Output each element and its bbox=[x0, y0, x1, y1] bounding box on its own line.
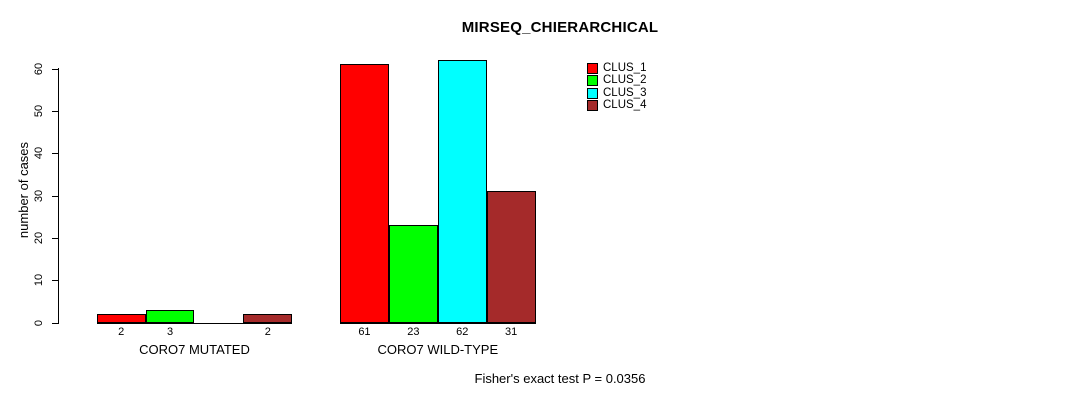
legend-label: CLUS_3 bbox=[603, 86, 647, 99]
y-axis-tick-label: 40 bbox=[32, 147, 45, 160]
y-axis-tick bbox=[52, 110, 58, 112]
bar-clus_4 bbox=[486, 191, 536, 324]
y-axis-tick-label: 50 bbox=[32, 104, 45, 117]
group-label: CORO7 MUTATED bbox=[139, 342, 250, 357]
y-axis-tick bbox=[52, 68, 58, 70]
chart-title: MIRSEQ_CHIERARCHICAL bbox=[461, 19, 659, 36]
bar-clus_1 bbox=[340, 64, 389, 324]
bar-value-label: 2 bbox=[118, 326, 125, 338]
y-axis-tick bbox=[52, 237, 58, 239]
y-axis-tick-label: 0 bbox=[32, 319, 45, 326]
bar-value-label: 2 bbox=[264, 326, 271, 338]
bar-value-label: 3 bbox=[166, 326, 174, 338]
legend-swatch-icon bbox=[587, 75, 598, 87]
legend-swatch-icon bbox=[587, 100, 598, 112]
statistical-test-note: Fisher's exact test P = 0.0356 bbox=[474, 371, 646, 386]
bar-value-label: 62 bbox=[456, 326, 469, 338]
bar-value-label: 61 bbox=[358, 326, 371, 338]
group-baseline bbox=[96, 322, 293, 324]
legend-label: CLUS_2 bbox=[603, 74, 647, 87]
bar-value-label: 31 bbox=[505, 326, 518, 338]
y-axis-tick bbox=[52, 322, 58, 324]
y-axis-tick-label: 10 bbox=[32, 274, 45, 287]
y-axis-line bbox=[58, 68, 59, 324]
legend-label: CLUS_4 bbox=[603, 99, 647, 112]
y-axis-tick bbox=[52, 153, 58, 155]
y-axis-tick bbox=[52, 195, 58, 197]
group-label: CORO7 WILD-TYPE bbox=[377, 342, 499, 357]
y-axis-tick-label: 60 bbox=[32, 62, 45, 75]
legend-swatch-icon bbox=[587, 87, 598, 99]
y-axis-tick-label: 30 bbox=[32, 189, 45, 202]
legend-swatch-icon bbox=[587, 63, 598, 74]
bar-clus_4 bbox=[243, 314, 293, 324]
bar-clus_1 bbox=[96, 314, 146, 324]
legend-label: CLUS_1 bbox=[603, 62, 647, 74]
bar-clus_2 bbox=[145, 309, 195, 324]
bar-clus_2 bbox=[388, 225, 438, 324]
bar-clus_3 bbox=[437, 60, 487, 324]
bar-value-label: 23 bbox=[407, 326, 420, 338]
y-axis-tick bbox=[52, 280, 58, 282]
y-axis-tick-label: 20 bbox=[32, 231, 45, 244]
